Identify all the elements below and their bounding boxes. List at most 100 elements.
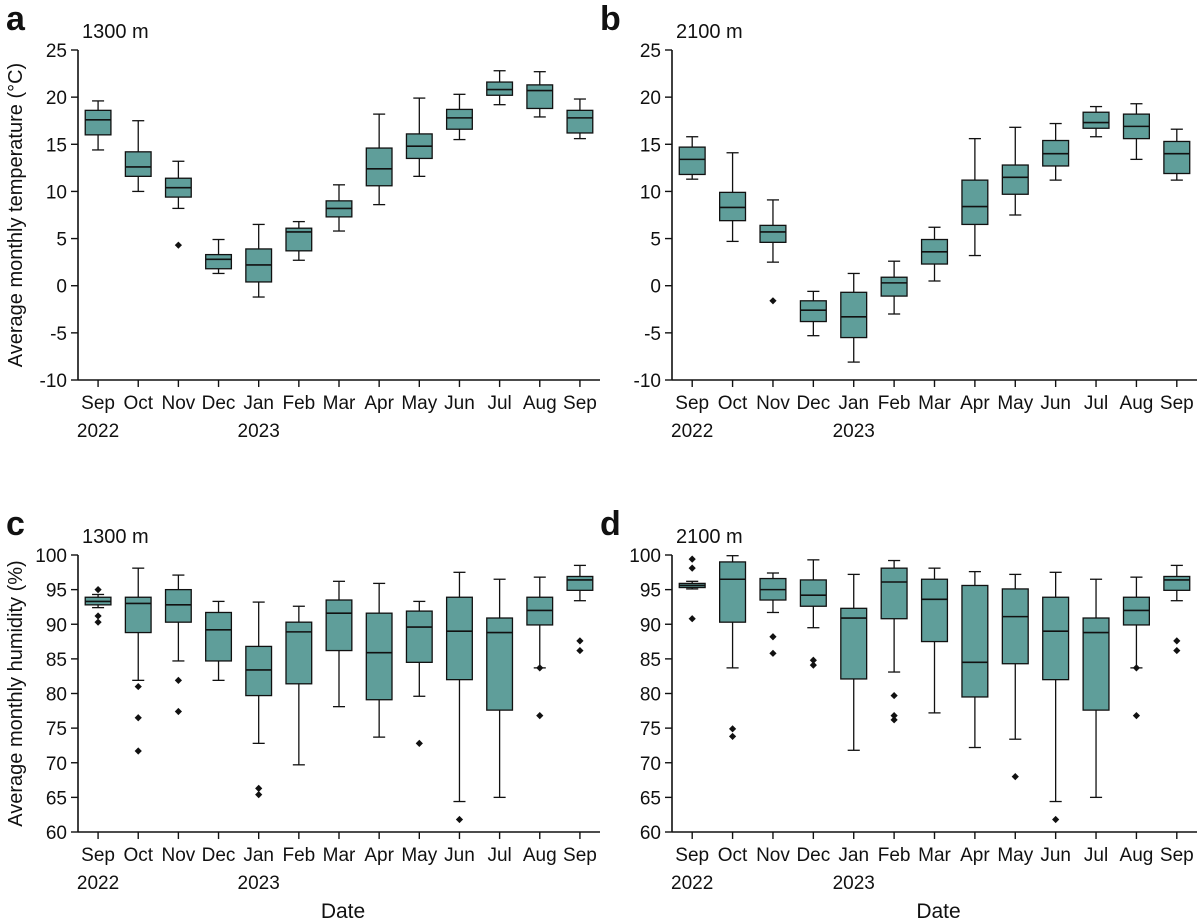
box-jan-4 [245, 601, 273, 799]
x-tick-label: Sep [81, 845, 115, 866]
box-iqr [1001, 588, 1029, 665]
y-axis-title: Average monthly temperature (°C) [5, 63, 27, 367]
outlier-point [174, 676, 182, 684]
y-tick-label: -10 [40, 371, 67, 392]
box-iqr [719, 561, 747, 623]
outlier-point [890, 691, 898, 700]
outlier-point [688, 564, 696, 572]
x-tick-label: Aug [1120, 845, 1154, 866]
y-tick-label: 25 [46, 41, 67, 62]
panel-letter: b [600, 0, 621, 38]
x-tick-label: Mar [918, 393, 951, 414]
outlier-point [1173, 646, 1181, 655]
x-tick-label: Dec [796, 845, 830, 866]
box-may-8 [405, 97, 433, 177]
box-iqr [920, 578, 949, 643]
box-sep-12 [566, 564, 594, 655]
box-nov-2 [164, 160, 192, 249]
box-iqr [486, 617, 514, 711]
outlier-point [1132, 664, 1141, 672]
x-tick-label: Dec [202, 393, 236, 414]
x-tick-label: Mar [323, 393, 356, 414]
box-iqr [840, 607, 868, 680]
outlier-point [1173, 637, 1181, 645]
box-dec-3 [205, 600, 233, 681]
box-aug-11 [1122, 103, 1150, 161]
box-nov-2 [759, 199, 787, 305]
outlier-point [890, 712, 898, 720]
box-iqr [880, 567, 908, 620]
y-tick-label: 5 [56, 230, 67, 251]
panel-c: c 1300 m 60 65 70 75 80 85 90 95 100 Average monthl… [5, 505, 600, 922]
x-tick-label: May [401, 393, 437, 414]
elevation-label: 2100 m [676, 526, 743, 548]
box-iqr [1082, 617, 1110, 711]
box-iqr [799, 579, 827, 607]
x-tick-label: Oct [123, 845, 153, 866]
outlier-point [255, 784, 263, 792]
x-tick-label: Jun [1040, 393, 1071, 414]
outlier-point [576, 646, 584, 655]
outlier-point [769, 633, 777, 641]
box-iqr [365, 147, 393, 187]
box-may-8 [405, 600, 433, 747]
x-tick-label: Feb [878, 845, 911, 866]
outlier-point [174, 707, 182, 716]
x-tick-label: Sep [1160, 845, 1194, 866]
x-tick-label: Nov [161, 845, 195, 866]
outlier-point [134, 682, 142, 691]
panel-letter: d [600, 505, 621, 543]
y-tick-label: 20 [640, 88, 661, 109]
x-tick-label: Jun [444, 845, 475, 866]
x-tick-label: Sep [1160, 393, 1194, 414]
y-tick-label: 15 [640, 135, 661, 156]
y-tick-label: 75 [46, 719, 67, 740]
box-apr-7 [365, 582, 393, 738]
year-label-2022: 2022 [77, 873, 119, 894]
box-iqr [526, 84, 554, 110]
x-tick-label: Oct [123, 393, 153, 414]
y-tick-label: -5 [50, 324, 67, 345]
x-tick-label: Aug [523, 393, 557, 414]
x-tick-label: Jan [243, 393, 274, 414]
outlier-point [809, 656, 817, 664]
y-tick-label: 15 [46, 135, 67, 156]
box-sep-0 [84, 586, 112, 626]
outlier-point [536, 664, 544, 672]
box-iqr [799, 300, 827, 323]
box-oct-1 [124, 567, 152, 755]
y-tick-label: 0 [56, 277, 67, 298]
elevation-label: 2100 m [676, 21, 743, 43]
x-tick-label: Jul [1084, 845, 1108, 866]
elevation-label: 1300 m [82, 526, 149, 548]
outlier-point [1011, 773, 1019, 781]
box-aug-11 [526, 71, 554, 118]
box-jun-9 [445, 93, 473, 141]
y-tick-label: -10 [634, 371, 661, 392]
box-iqr [84, 109, 112, 136]
y-tick-label: 60 [46, 823, 67, 844]
y-tick-label: 65 [46, 788, 67, 809]
outlier-point [536, 712, 544, 720]
box-sep-0 [678, 136, 706, 180]
box-sep-12 [1163, 128, 1191, 181]
box-iqr [1042, 596, 1070, 681]
box-feb-5 [285, 220, 313, 261]
box-iqr [1163, 140, 1191, 175]
box-iqr [961, 584, 989, 698]
outlier-point [688, 555, 696, 563]
panel-b: b 2100 m -10 -5 0 5 10 15 20 25 Sep Oct Nov Dec Jan Feb… [600, 0, 1197, 442]
outlier-point [728, 732, 737, 741]
box-oct-1 [719, 152, 747, 243]
box-iqr [840, 291, 868, 339]
x-tick-label: Sep [675, 393, 709, 414]
box-iqr [445, 596, 473, 681]
box-jul-10 [1082, 578, 1110, 799]
y-tick-label: 65 [640, 788, 661, 809]
outlier-point [255, 791, 263, 799]
y-tick-label: 70 [46, 754, 67, 775]
x-tick-label: Aug [1120, 393, 1154, 414]
outlier-point [809, 661, 817, 669]
y-tick-label: 10 [640, 182, 661, 203]
